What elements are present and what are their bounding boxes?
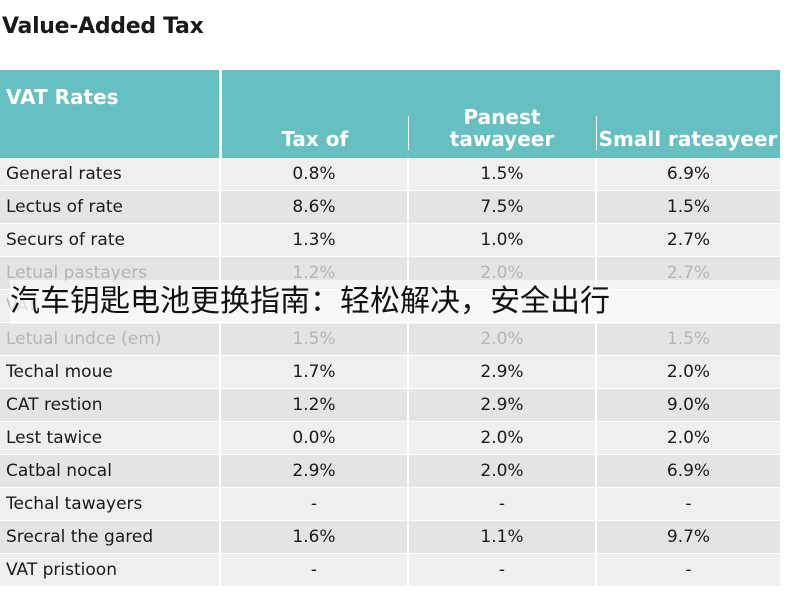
- table-row: General rates 0.8% 1.5% 6.9%: [0, 158, 780, 191]
- row-value: -: [407, 553, 596, 587]
- table-row: CAT restion 1.2% 2.9% 9.0%: [0, 388, 780, 422]
- row-label: Securs of rate: [0, 223, 220, 257]
- header-vat-rates: VAT Rates: [0, 70, 222, 158]
- row-value: 2.9%: [219, 454, 408, 488]
- table-row: Techal tawayers - - -: [0, 487, 780, 521]
- row-value: 0.0%: [219, 421, 408, 455]
- vat-rates-table: VAT Rates Tax of Panest tawayeer Small r…: [0, 70, 780, 587]
- row-label: Srecral the gared: [0, 520, 220, 554]
- row-value: 6.9%: [595, 158, 780, 191]
- row-value: 2.0%: [407, 421, 596, 455]
- row-value: 2.0%: [407, 454, 596, 488]
- row-value: 1.5%: [595, 190, 780, 224]
- table-row: Techal moue 1.7% 2.9% 2.0%: [0, 355, 780, 389]
- row-label: Letual undce (em): [0, 322, 220, 356]
- row-value: -: [219, 487, 408, 521]
- row-value: -: [595, 487, 780, 521]
- row-value: 2.0%: [595, 355, 780, 389]
- table-row: Lectus of rate 8.6% 7.5% 1.5%: [0, 190, 780, 224]
- row-label: General rates: [0, 158, 220, 191]
- table-row: Srecral the gared 1.6% 1.1% 9.7%: [0, 520, 780, 554]
- row-value: 9.7%: [595, 520, 780, 554]
- row-value: 8.6%: [219, 190, 408, 224]
- row-label: Lectus of rate: [0, 190, 220, 224]
- row-value: 1.5%: [407, 158, 596, 191]
- row-value: 1.3%: [219, 223, 408, 257]
- header-tax-of: Tax of: [220, 70, 408, 158]
- row-value: 2.7%: [595, 223, 780, 257]
- row-value: 1.1%: [407, 520, 596, 554]
- row-label: Catbal nocal: [0, 454, 220, 488]
- row-label: CAT restion: [0, 388, 220, 422]
- row-value: 1.6%: [219, 520, 408, 554]
- table-row: Catbal nocal 2.9% 2.0% 6.9%: [0, 454, 780, 488]
- table-header-row: VAT Rates Tax of Panest tawayeer Small r…: [0, 70, 780, 158]
- row-value: 9.0%: [595, 388, 780, 422]
- row-label: Lest tawice: [0, 421, 220, 455]
- table-row: Lest tawice 0.0% 2.0% 2.0%: [0, 421, 780, 455]
- row-value: 2.9%: [407, 388, 596, 422]
- row-value: -: [595, 553, 780, 587]
- row-label: Techal moue: [0, 355, 220, 389]
- table-row: Letual undce (em) 1.5% 2.0% 1.5%: [0, 322, 780, 356]
- row-value: 1.5%: [595, 322, 780, 356]
- row-value: 2.0%: [407, 322, 596, 356]
- row-value: 2.9%: [407, 355, 596, 389]
- row-label: Techal tawayers: [0, 487, 220, 521]
- header-small-rateayeer: Small rateayeer: [596, 70, 780, 158]
- row-value: 1.5%: [219, 322, 408, 356]
- page-title: Value-Added Tax: [2, 14, 204, 39]
- overlay-caption: 汽车钥匙电池更换指南：轻松解决，安全出行: [10, 280, 790, 324]
- row-value: 1.2%: [219, 388, 408, 422]
- header-panest-tawayeer: Panest tawayeer: [408, 70, 596, 158]
- row-value: 6.9%: [595, 454, 780, 488]
- table-row: Securs of rate 1.3% 1.0% 2.7%: [0, 223, 780, 257]
- table-row: VAT pristioon - - -: [0, 553, 780, 587]
- table-body: General rates 0.8% 1.5% 6.9% Lectus of rate 8…: [0, 158, 780, 587]
- row-label: VAT pristioon: [0, 553, 220, 587]
- row-value: 2.0%: [595, 421, 780, 455]
- row-value: -: [219, 553, 408, 587]
- row-value: 1.0%: [407, 223, 596, 257]
- row-value: 7.5%: [407, 190, 596, 224]
- row-value: 0.8%: [219, 158, 408, 191]
- row-value: -: [407, 487, 596, 521]
- row-value: 1.7%: [219, 355, 408, 389]
